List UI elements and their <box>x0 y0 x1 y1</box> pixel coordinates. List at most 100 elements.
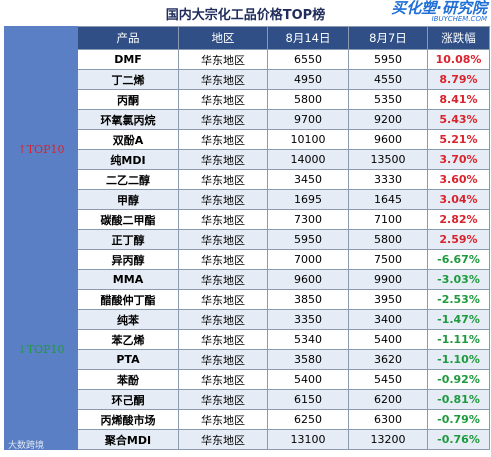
change-cell: 8.41% <box>427 89 490 110</box>
region-cell: 华东地区 <box>178 329 268 350</box>
region-cell: 华东地区 <box>178 129 268 150</box>
region-cell: 华东地区 <box>178 149 268 170</box>
product-cell: 丁二烯 <box>77 69 179 90</box>
price-aug14-cell: 5400 <box>267 369 349 390</box>
product-cell: 甲醇 <box>77 189 179 210</box>
price-aug7-cell: 9900 <box>348 269 428 290</box>
change-cell: -0.92% <box>427 369 490 390</box>
product-cell: 丙酮 <box>77 89 179 110</box>
region-cell: 华东地区 <box>178 429 268 450</box>
price-aug7-cell: 7100 <box>348 209 428 230</box>
product-cell: 异丙醇 <box>77 249 179 270</box>
table-row: 丙烯酸市场 华东地区 6250 6300 -0.79% <box>5 409 490 430</box>
product-cell: 双酚A <box>77 129 179 150</box>
price-aug14-cell: 5800 <box>267 89 349 110</box>
product-cell: 醋酸仲丁酯 <box>77 289 179 310</box>
price-table: 产品 地区 8月14日 8月7日 涨跌幅 ↑TOP10 DMF 华东地区 6550 59… <box>4 26 490 450</box>
price-aug14-cell: 5950 <box>267 229 349 250</box>
price-aug7-cell: 4550 <box>348 69 428 90</box>
table-row: 丙酮 华东地区 5800 5350 8.41% <box>5 89 490 110</box>
price-aug14-cell: 9600 <box>267 269 349 290</box>
price-aug14-cell: 14000 <box>267 149 349 170</box>
region-cell: 华东地区 <box>178 89 268 110</box>
price-aug14-cell: 4950 <box>267 69 349 90</box>
change-cell: 10.08% <box>427 49 490 70</box>
column-header-aug14: 8月14日 <box>267 26 349 50</box>
group-label-text: ↑TOP10 <box>17 143 65 156</box>
table-row: 二乙二醇 华东地区 3450 3330 3.60% <box>5 169 490 190</box>
product-cell: PTA <box>77 349 179 370</box>
table-row: PTA 华东地区 3580 3620 -1.10% <box>5 349 490 370</box>
table-row: 碳酸二甲酯 华东地区 7300 7100 2.82% <box>5 209 490 230</box>
price-aug14-cell: 6150 <box>267 389 349 410</box>
region-cell: 华东地区 <box>178 229 268 250</box>
change-cell: 8.79% <box>427 69 490 90</box>
region-cell: 华东地区 <box>178 69 268 90</box>
price-aug14-cell: 7000 <box>267 249 349 270</box>
price-aug7-cell: 6300 <box>348 409 428 430</box>
price-aug7-cell: 13500 <box>348 149 428 170</box>
price-aug14-cell: 13100 <box>267 429 349 450</box>
change-cell: -0.81% <box>427 389 490 410</box>
change-cell: 2.59% <box>427 229 490 250</box>
product-cell: 聚合MDI <box>77 429 179 450</box>
region-cell: 华东地区 <box>178 409 268 430</box>
product-cell: 苯酚 <box>77 369 179 390</box>
region-cell: 华东地区 <box>178 109 268 130</box>
change-cell: -1.47% <box>427 309 490 330</box>
change-cell: -3.03% <box>427 269 490 290</box>
product-cell: 碳酸二甲酯 <box>77 209 179 230</box>
column-header-region: 地区 <box>178 26 268 50</box>
product-cell: 环氧氯丙烷 <box>77 109 179 130</box>
watermark-text: 大数跨境 <box>8 441 45 451</box>
page-title: 国内大宗化工品价格TOP榜 <box>165 8 326 23</box>
price-aug7-cell: 9600 <box>348 129 428 150</box>
price-aug14-cell: 5340 <box>267 329 349 350</box>
product-cell: MMA <box>77 269 179 290</box>
product-cell: DMF <box>77 49 179 70</box>
change-cell: 3.60% <box>427 169 490 190</box>
price-aug14-cell: 6550 <box>267 49 349 70</box>
change-cell: -0.76% <box>427 429 490 450</box>
product-cell: 纯MDI <box>77 149 179 170</box>
change-cell: -6.67% <box>427 249 490 270</box>
header-blank-cell <box>4 26 78 50</box>
region-cell: 华东地区 <box>178 309 268 330</box>
change-cell: -0.79% <box>427 409 490 430</box>
price-aug7-cell: 5450 <box>348 369 428 390</box>
table-row: ↓TOP10 异丙醇 华东地区 7000 7500 -6.67% <box>4 249 490 450</box>
change-cell: 5.21% <box>427 129 490 150</box>
table-row: 环氧氯丙烷 华东地区 9700 9200 5.43% <box>5 109 490 130</box>
column-header-aug7: 8月7日 <box>348 26 428 50</box>
region-cell: 华东地区 <box>178 369 268 390</box>
product-cell: 环己酮 <box>77 389 179 410</box>
price-aug7-cell: 13200 <box>348 429 428 450</box>
logo-main-text: 买化塑·研究院 <box>391 0 487 17</box>
change-cell: -1.11% <box>427 329 490 350</box>
product-cell: 苯乙烯 <box>77 329 179 350</box>
logo-sub-text: IBUYCHEM.COM <box>431 15 487 23</box>
region-cell: 华东地区 <box>178 49 268 70</box>
product-cell: 丙烯酸市场 <box>77 409 179 430</box>
change-cell: 2.82% <box>427 209 490 230</box>
column-header-change: 涨跌幅 <box>427 26 490 50</box>
price-aug14-cell: 9700 <box>267 109 349 130</box>
price-aug7-cell: 6200 <box>348 389 428 410</box>
change-cell: 3.04% <box>427 189 490 210</box>
region-cell: 华东地区 <box>178 349 268 370</box>
product-cell: 纯苯 <box>77 309 179 330</box>
table-row: 双酚A 华东地区 10100 9600 5.21% <box>5 129 490 150</box>
price-aug7-cell: 5800 <box>348 229 428 250</box>
price-aug7-cell: 3950 <box>348 289 428 310</box>
table-header-row: 产品 地区 8月14日 8月7日 涨跌幅 <box>4 26 490 50</box>
price-aug7-cell: 5400 <box>348 329 428 350</box>
column-header-product: 产品 <box>77 26 179 50</box>
change-cell: -2.53% <box>427 289 490 310</box>
price-aug14-cell: 3350 <box>267 309 349 330</box>
price-aug7-cell: 9200 <box>348 109 428 130</box>
region-cell: 华东地区 <box>178 389 268 410</box>
price-aug7-cell: 3330 <box>348 169 428 190</box>
brand-logo: 买化塑·研究院 IBUYCHEM.COM <box>391 1 487 24</box>
table-row: 醋酸仲丁酯 华东地区 3850 3950 -2.53% <box>5 289 490 310</box>
price-aug14-cell: 1695 <box>267 189 349 210</box>
